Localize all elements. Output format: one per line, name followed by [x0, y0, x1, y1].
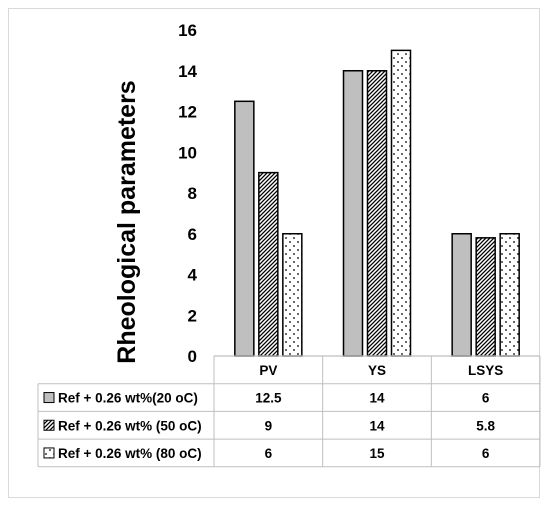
data-label: 14 [369, 391, 385, 406]
legend-entry: Ref + 0.26 wt%(20 oC) [58, 391, 198, 406]
y-tick-label: 14 [178, 62, 197, 81]
data-label: 12.5 [255, 391, 282, 406]
legend-key-series-3 [43, 447, 55, 459]
data-label: 15 [369, 446, 385, 461]
bar-lsys-series-1 [451, 233, 472, 357]
category-label: YS [368, 363, 386, 378]
category-label: LSYS [468, 363, 503, 378]
y-tick-label: 2 [188, 306, 197, 325]
data-table: PV YS LSYS Ref + 0.26 wt%(20 oC) 12.5 14 6 Ref … [37, 355, 541, 468]
bar-lsys-series-2 [475, 237, 496, 357]
bar-ys-series-1 [342, 70, 364, 357]
y-tick-label: 12 [178, 103, 197, 122]
bar-lsys-series-3 [499, 233, 520, 357]
bar-pv-series-2 [258, 171, 279, 357]
legend-entry: Ref + 0.26 wt% (50 oC) [58, 418, 202, 433]
y-tick-label: 0 [188, 347, 197, 366]
y-tick-label: 4 [188, 266, 198, 285]
data-label: 14 [369, 418, 385, 433]
data-label: 9 [265, 418, 273, 433]
bar-pv-series-1 [234, 100, 255, 357]
category-label: PV [259, 363, 277, 378]
y-tick-label: 6 [188, 225, 197, 244]
data-label: 5.8 [476, 418, 495, 433]
legend-key-series-2 [43, 419, 55, 431]
legend-key-series-1 [43, 392, 55, 404]
bars [234, 49, 520, 357]
bar-ys-series-2 [366, 70, 388, 357]
y-tick-label: 16 [178, 21, 197, 40]
data-label: 6 [265, 446, 273, 461]
data-label: 6 [482, 446, 490, 461]
y-tick-label: 10 [178, 143, 197, 162]
legend-entry: Ref + 0.26 wt% (80 oC) [58, 446, 202, 461]
bar-pv-series-3 [282, 233, 303, 357]
y-axis-label: Rheological parameters [113, 80, 141, 363]
y-axis-ticks: 0 2 4 6 8 10 12 14 16 [178, 21, 197, 366]
y-tick-label: 8 [188, 184, 197, 203]
bar-ys-series-3 [390, 49, 412, 357]
data-label: 6 [482, 391, 490, 406]
